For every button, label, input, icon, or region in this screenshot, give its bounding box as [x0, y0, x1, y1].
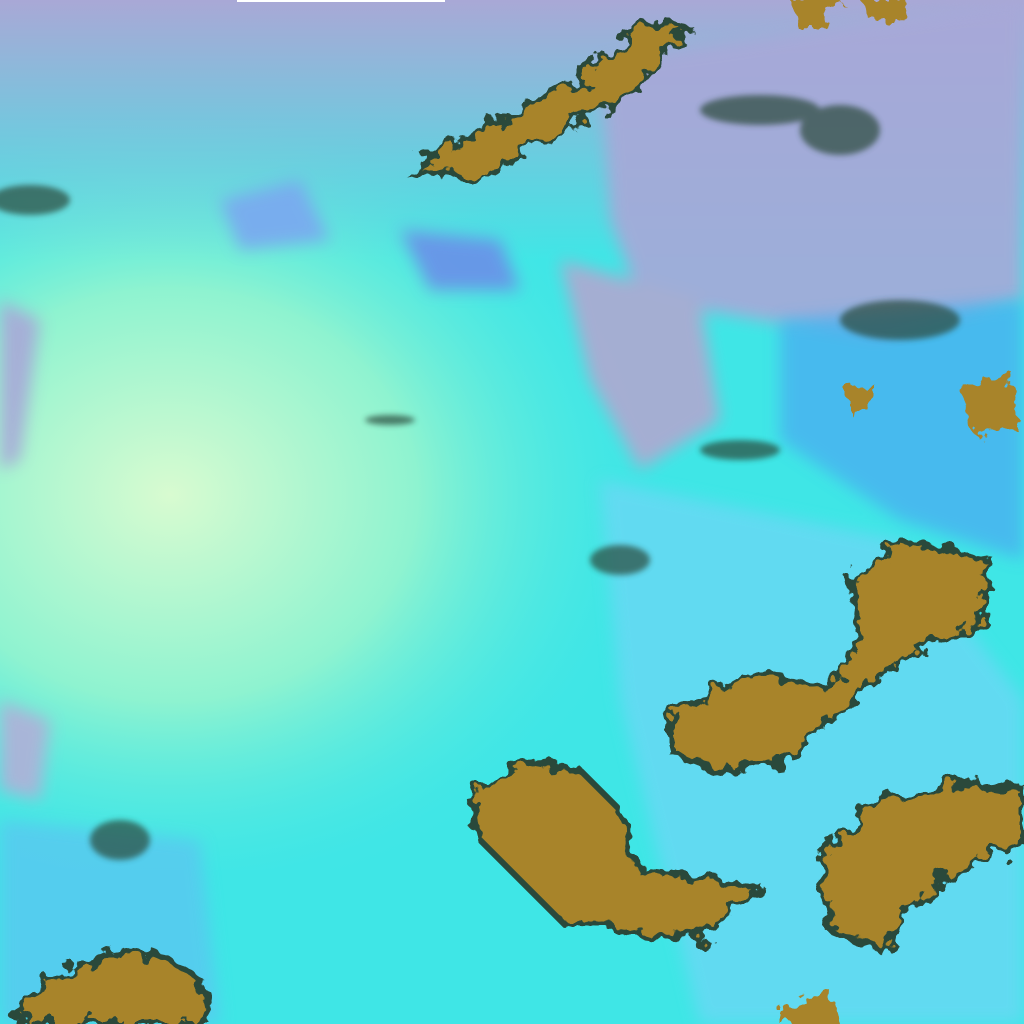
lavender-haze-regions [0, 0, 1024, 800]
cloud-shadow-speckles [0, 95, 960, 860]
top-edge-strip [237, 0, 445, 2]
land-regions [16, 0, 1024, 1024]
